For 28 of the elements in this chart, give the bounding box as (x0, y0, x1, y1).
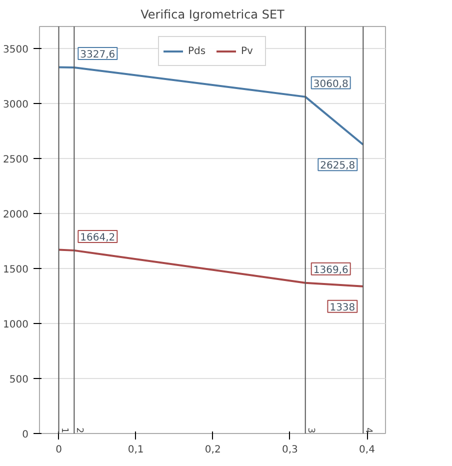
y-tick-label: 2000 (3, 210, 29, 220)
y-tick-label: 3000 (3, 100, 29, 110)
y-tick-label: 0 (22, 430, 29, 440)
x-tick-label: 0,3 (282, 444, 298, 456)
y-tick-label: 500 (9, 374, 29, 386)
y-tick-label: 2500 (3, 154, 29, 166)
chart-title: Verifica Igrometrica SET (140, 8, 286, 22)
data-label: 1338 (330, 302, 356, 314)
legend-label: Pds (188, 46, 207, 56)
x-tick-label: 0,1 (128, 444, 144, 456)
data-label: 1369,6 (313, 264, 348, 276)
annotation: 2 (74, 428, 84, 434)
x-tick-label: 0 (56, 444, 62, 456)
data-label: 1664,2 (80, 232, 116, 244)
line-series (58, 248, 364, 288)
data-label: 2625,8 (320, 160, 356, 172)
annotation: 1 (58, 428, 69, 434)
legend-label: Pv (241, 46, 254, 56)
annotation: 3 (305, 428, 316, 434)
annotation: 4 (363, 428, 374, 434)
x-tick-label: 0,2 (204, 444, 221, 456)
y-tick-label: 3500 (3, 44, 29, 56)
data-label: 3060,8 (313, 78, 348, 90)
data-label: 3327,6 (80, 49, 116, 60)
line-series (58, 66, 364, 146)
y-tick-label: 1000 (3, 320, 29, 330)
y-tick-label: 1500 (3, 264, 29, 276)
x-tick-label: 0,4 (359, 444, 375, 456)
